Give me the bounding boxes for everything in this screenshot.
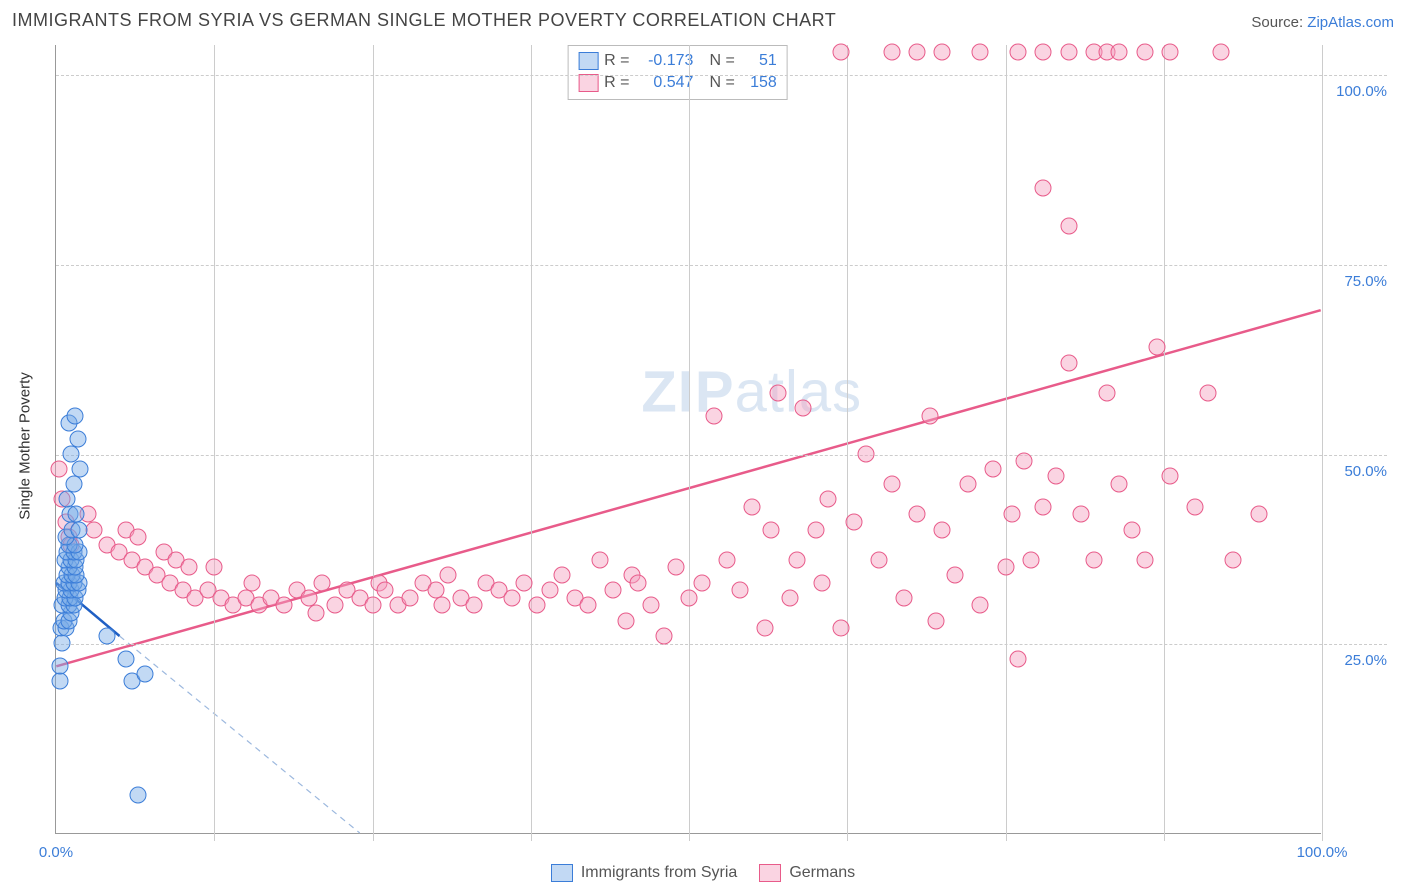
stats-r-label: R =	[604, 50, 629, 72]
x-tick-label: 100.0%	[1297, 844, 1348, 861]
legend-label-syria: Immigrants from Syria	[581, 864, 737, 882]
bottom-legend: Immigrants from Syria Germans	[0, 864, 1406, 882]
stats-box: R =-0.173N =51R =0.547N =158	[567, 45, 788, 100]
legend-item-germans: Germans	[759, 864, 855, 882]
stats-r-value-syria: -0.173	[635, 50, 693, 72]
y-axis-title: Single Mother Poverty	[17, 372, 34, 520]
stats-n-value-syria: 51	[741, 50, 777, 72]
chart-plot-area: ZIPatlas R =-0.173N =51R =0.547N =158 25…	[55, 45, 1321, 834]
legend-swatch-germans	[759, 864, 781, 882]
chart-title: IMMIGRANTS FROM SYRIA VS GERMAN SINGLE M…	[12, 10, 836, 31]
stats-n-label: N =	[709, 50, 734, 72]
source-prefix: Source:	[1251, 14, 1307, 31]
legend-swatch-syria	[551, 864, 573, 882]
legend-swatch-germans	[578, 74, 598, 92]
stats-row-syria: R = -0.173 N = 51	[578, 50, 777, 72]
source-link[interactable]: ZipAtlas.com	[1307, 14, 1394, 31]
y-tick-label: 25.0%	[1327, 652, 1387, 669]
legend-swatch-syria	[578, 52, 598, 70]
y-tick-label: 100.0%	[1327, 83, 1387, 100]
y-tick-label: 50.0%	[1327, 463, 1387, 480]
legend-item-syria: Immigrants from Syria	[551, 864, 737, 882]
source-attribution: Source: ZipAtlas.com	[1251, 14, 1394, 31]
legend-label-germans: Germans	[789, 864, 855, 882]
y-tick-label: 75.0%	[1327, 273, 1387, 290]
x-tick-label: 0.0%	[39, 844, 73, 861]
